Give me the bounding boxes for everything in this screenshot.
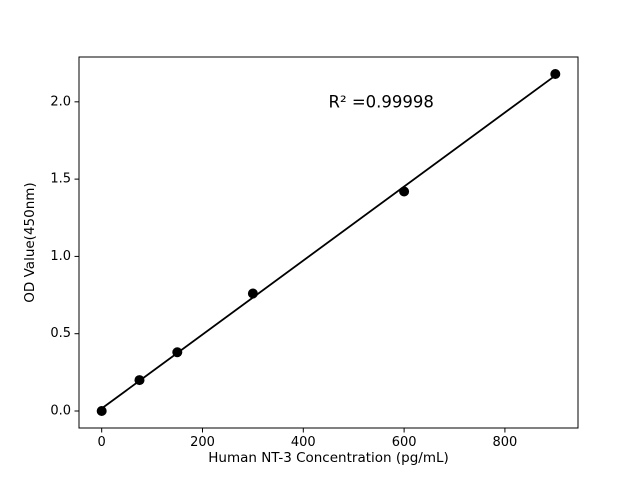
r-squared-annotation: R² =0.99998: [329, 92, 434, 111]
y-tick-label: 0.0: [50, 403, 71, 418]
data-series: [96, 69, 561, 416]
x-tick-label: 200: [190, 435, 215, 450]
data-point: [134, 375, 145, 386]
x-tick-label: 800: [493, 435, 518, 450]
data-point: [247, 288, 258, 299]
x-tick-label: 400: [291, 435, 316, 450]
y-axis-ticks: 0.0 0.5 1.0 1.5 2.0: [50, 94, 79, 418]
x-axis-label: Human NT-3 Concentration (pg/mL): [208, 450, 449, 466]
y-axis-label: OD Value(450nm): [22, 182, 38, 302]
x-axis-ticks: 0 200 400 600 800: [98, 428, 518, 450]
x-tick-label: 0: [98, 435, 106, 450]
y-tick-label: 1.0: [50, 249, 71, 264]
y-tick-label: 1.5: [50, 172, 71, 187]
data-point: [399, 186, 410, 197]
x-tick-label: 600: [392, 435, 417, 450]
y-tick-label: 0.5: [50, 326, 71, 341]
data-point: [550, 69, 561, 80]
fit-line: [100, 74, 557, 410]
data-point: [96, 405, 107, 416]
data-point: [172, 347, 183, 358]
plot-area-border: [78, 56, 579, 429]
y-tick-label: 2.0: [50, 94, 71, 109]
